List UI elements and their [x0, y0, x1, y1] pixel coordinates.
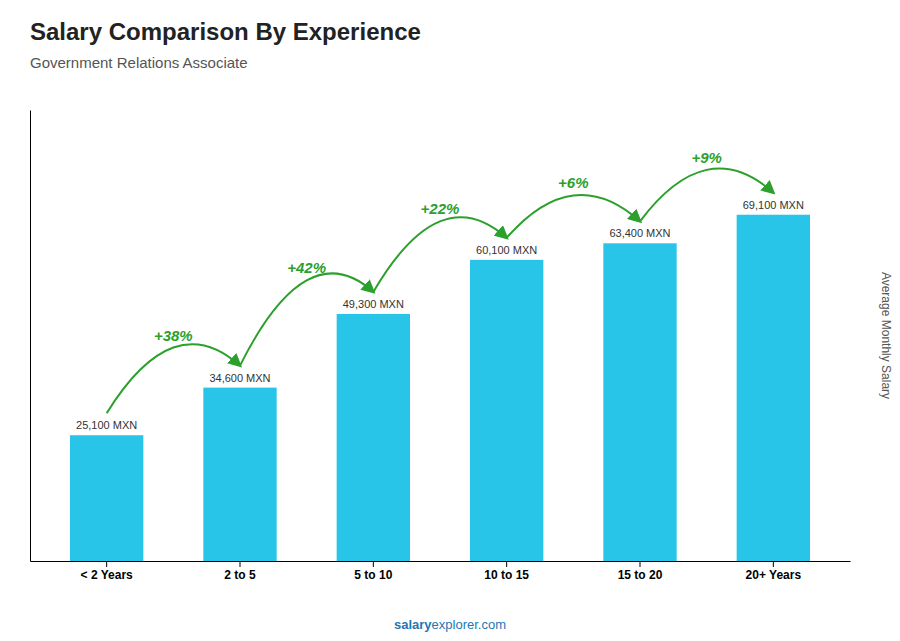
- data-label: 25,100 MXN: [76, 419, 137, 431]
- data-label: 34,600 MXN: [209, 372, 270, 384]
- watermark-part: salary: [394, 617, 432, 632]
- plot: < 2 Years 2 to 5 5 to 10 10 to 15 15 to 20 20…: [31, 111, 851, 582]
- watermark: salaryexplorer.com: [394, 617, 506, 632]
- x-tick-mark: [773, 561, 774, 567]
- bar: [470, 260, 543, 561]
- growth-label: +42%: [287, 259, 326, 276]
- x-tick: 20+ Years: [746, 561, 802, 582]
- x-tick: 15 to 20: [618, 561, 663, 582]
- data-label: 63,400 MXN: [609, 227, 670, 239]
- annotations: +38% +42% +22% +6% +9%: [107, 149, 774, 413]
- bar: [603, 243, 676, 561]
- growth-label: +22%: [421, 200, 460, 217]
- data-label: 60,100 MXN: [476, 244, 537, 256]
- x-tick-mark: [240, 561, 241, 567]
- x-tick-mark: [373, 561, 374, 567]
- bar: [203, 388, 276, 561]
- subtitle: Government Relations Associate: [30, 54, 248, 71]
- x-tick-mark: [640, 561, 641, 567]
- growth-label: +38%: [154, 327, 193, 344]
- x-tick: 2 to 5: [224, 561, 256, 582]
- growth-label: +6%: [558, 174, 588, 191]
- growth-arrow: [507, 195, 640, 238]
- y-axis: [30, 111, 31, 562]
- watermark-part: explorer.com: [432, 617, 506, 632]
- growth-arrow: [640, 169, 773, 222]
- x-tick: < 2 Years: [81, 561, 133, 582]
- x-tick-mark: [506, 561, 507, 567]
- x-axis: < 2 Years 2 to 5 5 to 10 10 to 15 15 to 20 20…: [31, 561, 851, 582]
- x-tick-label: 10 to 15: [484, 568, 529, 582]
- x-tick-label: 20+ Years: [746, 568, 802, 582]
- x-tick: 5 to 10: [354, 561, 392, 582]
- y-label: Average Monthly Salary: [879, 272, 893, 399]
- growth-label: +9%: [691, 149, 721, 166]
- growth-arrow: [373, 217, 506, 292]
- data-label: 49,300 MXN: [343, 298, 404, 310]
- data-label: 69,100 MXN: [743, 199, 804, 211]
- title: Salary Comparison By Experience: [30, 18, 421, 45]
- x-axis-line: [31, 561, 851, 562]
- bar: [737, 215, 810, 561]
- growth-arrow: [240, 273, 373, 365]
- y-axis-line: [30, 111, 31, 562]
- x-tick-mark: [106, 561, 107, 567]
- chart: Salary Comparison By Experience Governmen…: [0, 0, 900, 641]
- growth-arrow: [107, 344, 240, 413]
- bars: [70, 215, 810, 561]
- bar: [337, 314, 410, 561]
- x-tick-label: < 2 Years: [81, 568, 133, 582]
- bar: [70, 435, 143, 561]
- x-tick: 10 to 15: [484, 561, 529, 582]
- x-tick-label: 5 to 10: [354, 568, 392, 582]
- x-tick-label: 15 to 20: [618, 568, 663, 582]
- data-labels: 25,100 MXN 34,600 MXN 49,300 MXN 60,100 MXN…: [76, 199, 804, 431]
- x-tick-label: 2 to 5: [224, 568, 256, 582]
